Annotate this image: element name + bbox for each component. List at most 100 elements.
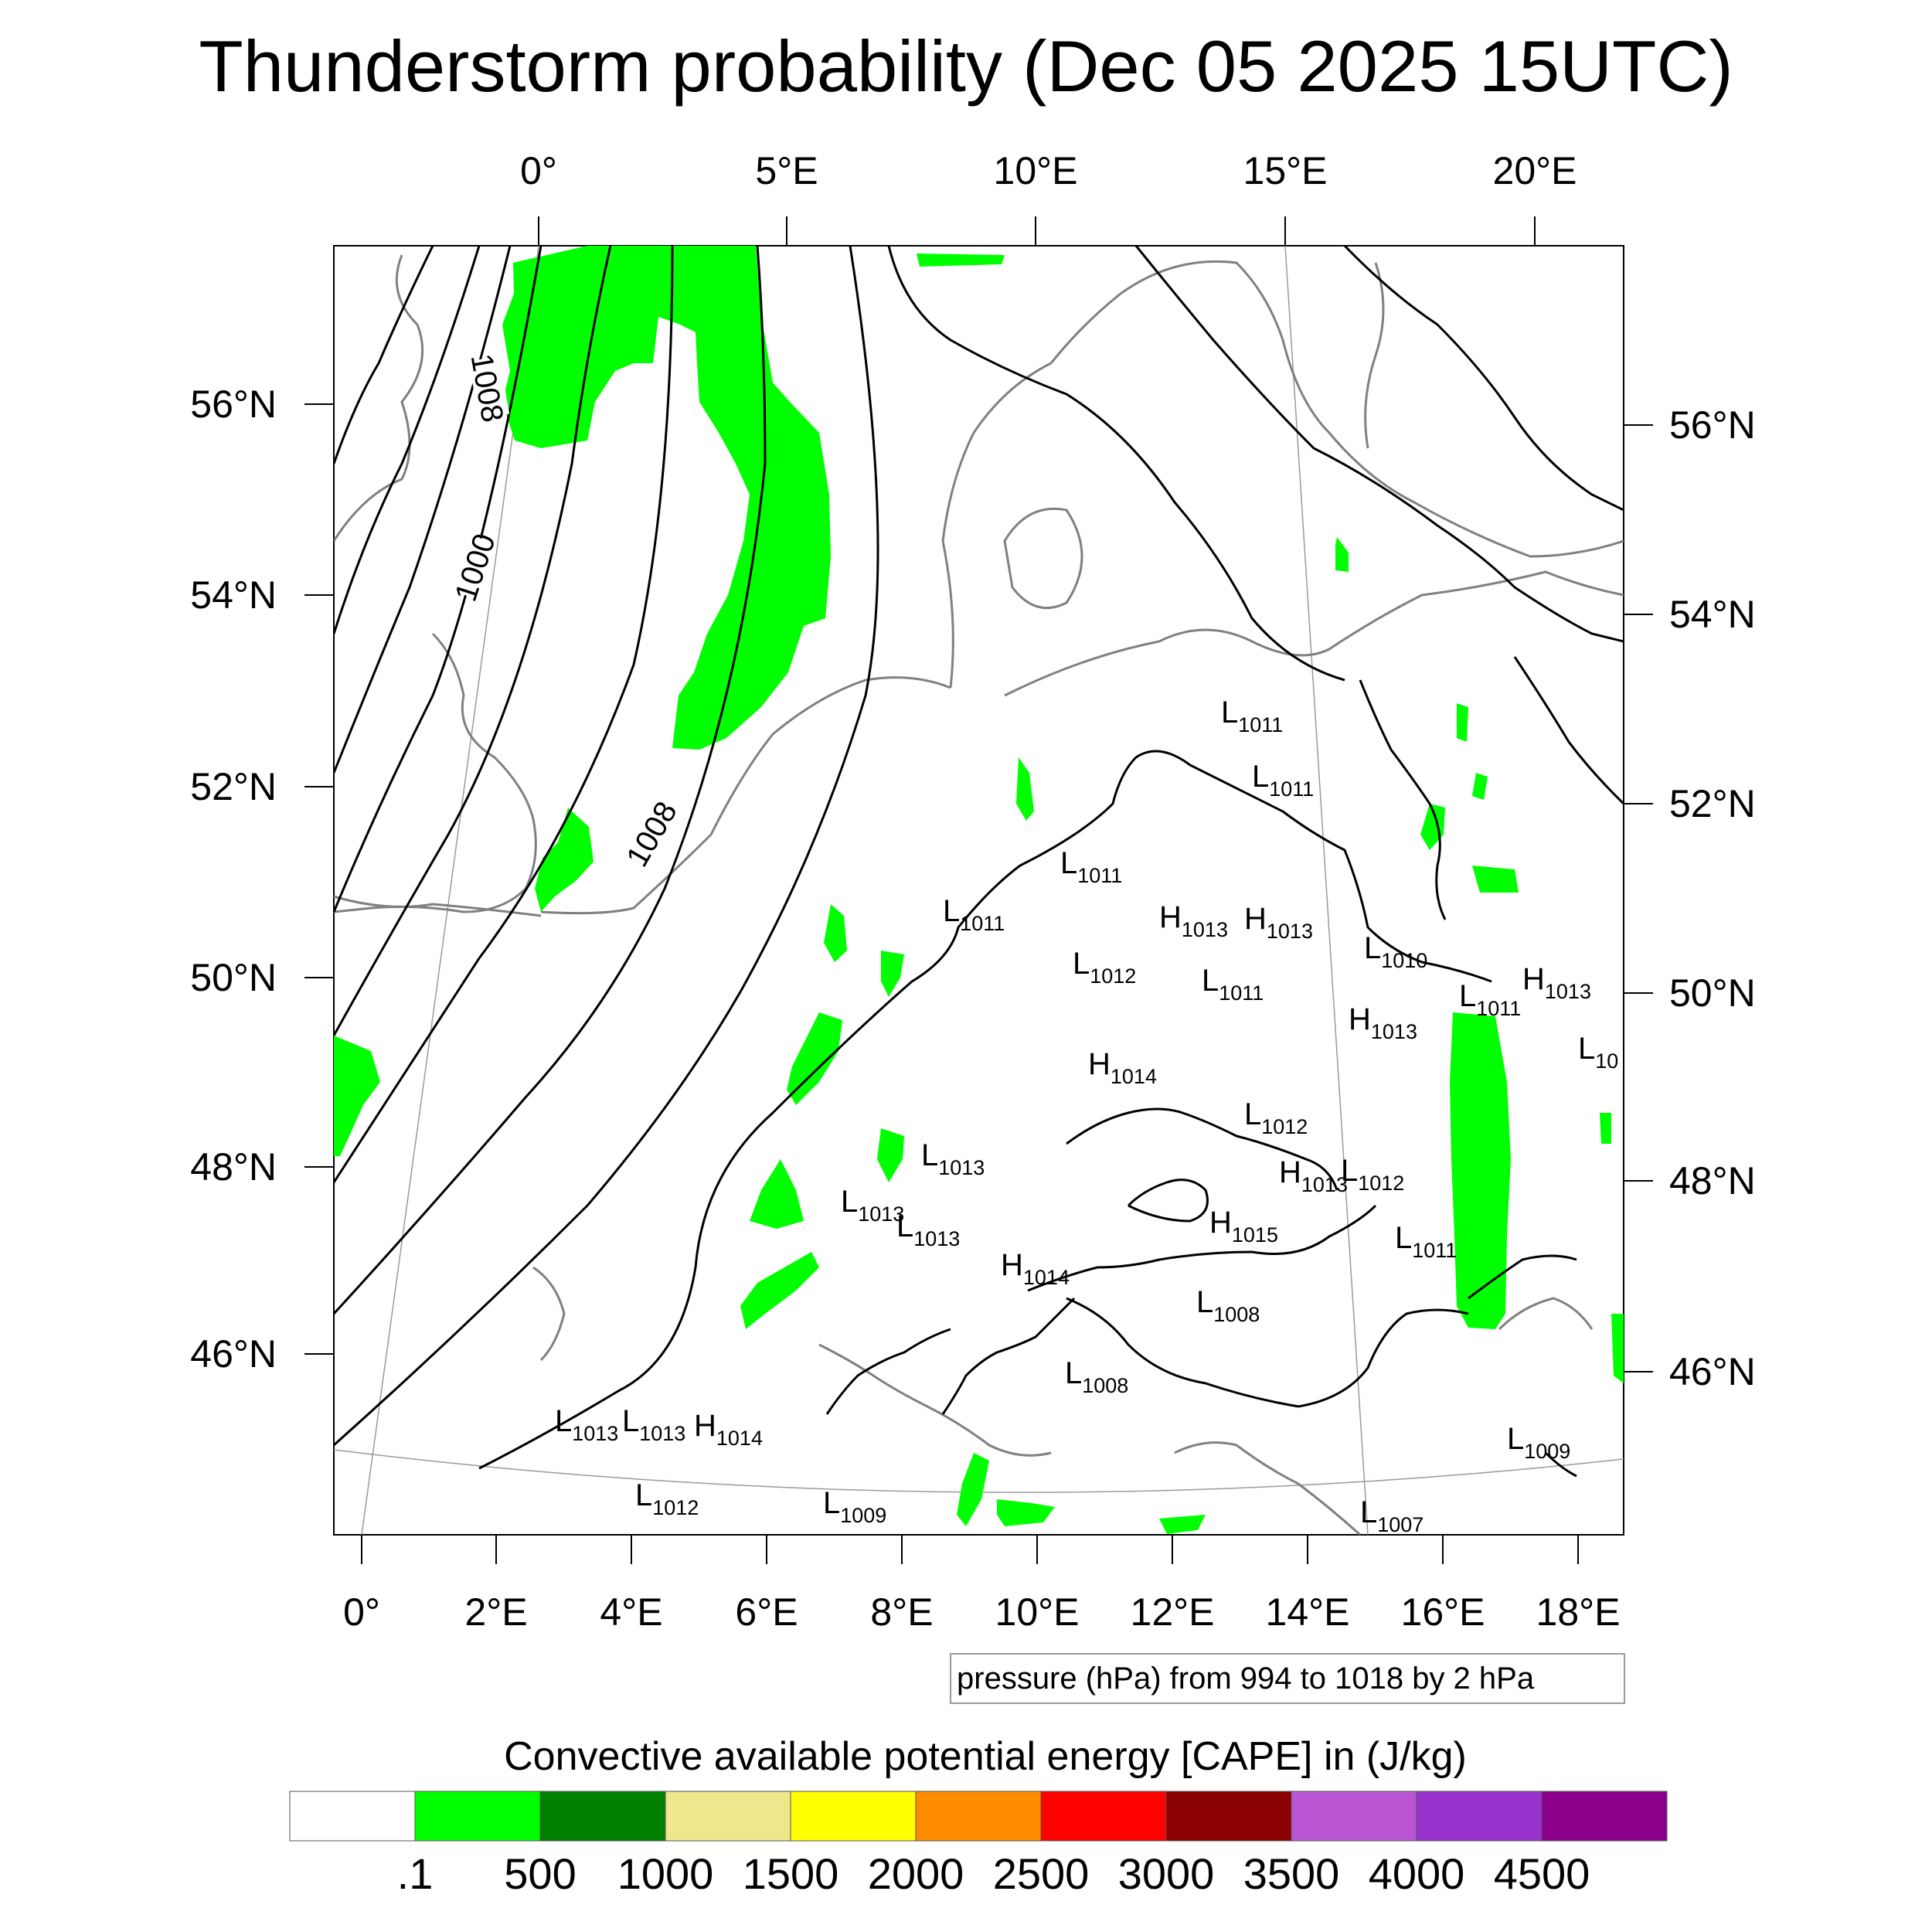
colorbar-labels: .1 500 1000 1500 2000 2500 3000 3500 4000 4500 <box>397 1849 1590 1898</box>
chart-title: Thunderstorm probability (Dec 05 2025 15… <box>199 26 1733 107</box>
bottom-longitude-labels: 0° 2°E 4°E 6°E 8°E 10°E 12°E 14°E 16°E 1… <box>343 1590 1620 1634</box>
cape-area-lux <box>881 951 904 997</box>
pressure-system-label: H1013 <box>1279 1155 1348 1196</box>
cape-area-england <box>535 808 594 912</box>
pressure-system-label: L1012 <box>1244 1097 1308 1138</box>
pressure-system-label: L1013 <box>841 1185 904 1226</box>
pressure-system-label: L1011 <box>1459 979 1521 1020</box>
colorbar-label: 500 <box>504 1849 576 1898</box>
bottom-lon-label: 6°E <box>735 1590 798 1634</box>
cape-area-poland-b <box>1472 773 1488 800</box>
cape-area-baltic <box>1335 537 1349 572</box>
cape-area-hungary-band <box>1450 1012 1511 1329</box>
isobar-1012-alps <box>1066 1107 1338 1191</box>
pressure-system-label: L1011 <box>943 894 1005 935</box>
isobar-1012-loop-a <box>1127 1179 1209 1223</box>
isobar-1004 <box>334 246 674 1183</box>
isobar-1010-poland <box>1359 679 1447 920</box>
isobar-1000 <box>334 246 543 913</box>
pressure-system-label: L1009 <box>1507 1422 1570 1463</box>
top-lon-label: 0° <box>520 149 557 192</box>
cape-area-jura <box>750 1159 804 1229</box>
isobar-994 <box>334 246 434 464</box>
isobar-1012-italy <box>941 1297 1076 1415</box>
pressure-system-label: L1011 <box>1221 696 1283 736</box>
cape-area-germany-north <box>1016 757 1034 821</box>
left-lat-label: 48°N <box>190 1145 277 1189</box>
top-lon-label: 5°E <box>755 149 818 192</box>
right-lat-label: 50°N <box>1669 971 1756 1015</box>
isobar-998 <box>334 246 512 774</box>
isobar-1012-italy-b <box>825 1328 951 1415</box>
left-lat-label: 52°N <box>190 765 277 808</box>
cape-area-black-forest <box>877 1128 904 1182</box>
cape-areas <box>334 246 1624 1534</box>
colorbar-swatch <box>414 1791 541 1842</box>
left-latitude-labels: 56°N 54°N 52°N 50°N 48°N 46°N <box>190 383 277 1376</box>
isobar-996 <box>334 246 481 634</box>
colorbar-label: 2500 <box>993 1849 1090 1898</box>
bottom-lon-label: 4°E <box>600 1590 662 1634</box>
bottom-lon-label: 14°E <box>1266 1590 1350 1634</box>
pressure-system-label: L1011 <box>1202 964 1264 1005</box>
pressure-system-label: H1013 <box>1349 1002 1417 1043</box>
coastline-denmark-west <box>941 362 1052 689</box>
colorbar-swatch <box>665 1791 791 1842</box>
isobar-1010-north <box>887 246 1345 682</box>
pressure-system-label: L1008 <box>1196 1285 1260 1326</box>
colorbar: Convective available potential energy [C… <box>289 1734 1668 1898</box>
isobar-1009-east <box>1544 1451 1577 1478</box>
cape-area-poland-d <box>1457 703 1468 742</box>
top-lon-label: 15°E <box>1243 149 1328 192</box>
colorbar-swatch <box>1541 1791 1668 1842</box>
coastline-balaton <box>1498 1297 1594 1331</box>
meridian-0 <box>361 246 539 1535</box>
colorbar-swatch <box>1416 1791 1543 1842</box>
right-lat-label: 52°N <box>1669 782 1756 825</box>
pressure-system-labels: L1011 L1011 L1011 L1011 L1012 H1013 H101… <box>555 696 1618 1536</box>
top-longitude-labels: 0° 5°E 10°E 15°E 20°E <box>520 149 1577 192</box>
left-lat-label: 46°N <box>190 1332 277 1376</box>
cape-area-switzerland <box>740 1252 819 1329</box>
cape-area-balkans-edge <box>1611 1314 1624 1383</box>
colorbar-label: 2000 <box>868 1849 964 1898</box>
pressure-system-label: L1011 <box>1395 1221 1457 1262</box>
colorbar-label: 3500 <box>1243 1849 1340 1898</box>
pressure-system-label: L1008 <box>1065 1356 1128 1397</box>
pressure-system-label: L1007 <box>1360 1495 1423 1536</box>
cape-area-adriatic-a <box>957 1453 989 1526</box>
isobar-1014-north <box>1343 246 1624 512</box>
colorbar-swatch <box>1165 1791 1292 1842</box>
pressure-system-label: L1013 <box>921 1138 985 1179</box>
isobar-1014-alps <box>1027 1204 1377 1292</box>
pressure-system-label: L1013 <box>896 1209 960 1250</box>
pressure-system-label: L1011 <box>1252 760 1314 801</box>
coastline-zealand <box>1003 507 1083 610</box>
coastline-gotland <box>1364 262 1385 449</box>
top-lon-label: 20°E <box>1493 149 1577 192</box>
colorbar-swatches <box>289 1791 1668 1842</box>
cape-area-north-sea <box>502 246 831 750</box>
cape-area-east-edge <box>1600 1113 1611 1144</box>
cape-area-adriatic-b <box>997 1499 1055 1526</box>
colorbar-swatch <box>289 1791 416 1842</box>
colorbar-label: 1000 <box>617 1849 714 1898</box>
right-lat-label: 46°N <box>1669 1350 1756 1393</box>
colorbar-swatch <box>539 1791 666 1842</box>
right-latitude-labels: 56°N 54°N 52°N 50°N 48°N 46°N <box>1669 403 1756 1393</box>
cape-area-adriatic-c <box>1159 1515 1206 1534</box>
cape-area-west-coast <box>334 1036 380 1156</box>
colorbar-swatch <box>915 1791 1042 1842</box>
colorbar-swatch <box>790 1791 917 1842</box>
pressure-system-label: L1012 <box>1073 947 1136 988</box>
coastline-northern-italy <box>818 1343 1052 1457</box>
isobar-1010 <box>478 750 1492 1470</box>
isobar-1006 <box>334 246 767 1315</box>
map-panel: 1008 1000 1008 L1011 L1011 L1011 L1011 L… <box>190 149 1755 1634</box>
left-lat-label: 54°N <box>190 573 277 617</box>
isobars <box>334 246 1624 1478</box>
axis-ticks <box>304 216 1653 1564</box>
bottom-lon-label: 10°E <box>995 1590 1080 1634</box>
isobar-1012-north <box>1134 246 1624 643</box>
left-lat-label: 56°N <box>190 383 277 426</box>
